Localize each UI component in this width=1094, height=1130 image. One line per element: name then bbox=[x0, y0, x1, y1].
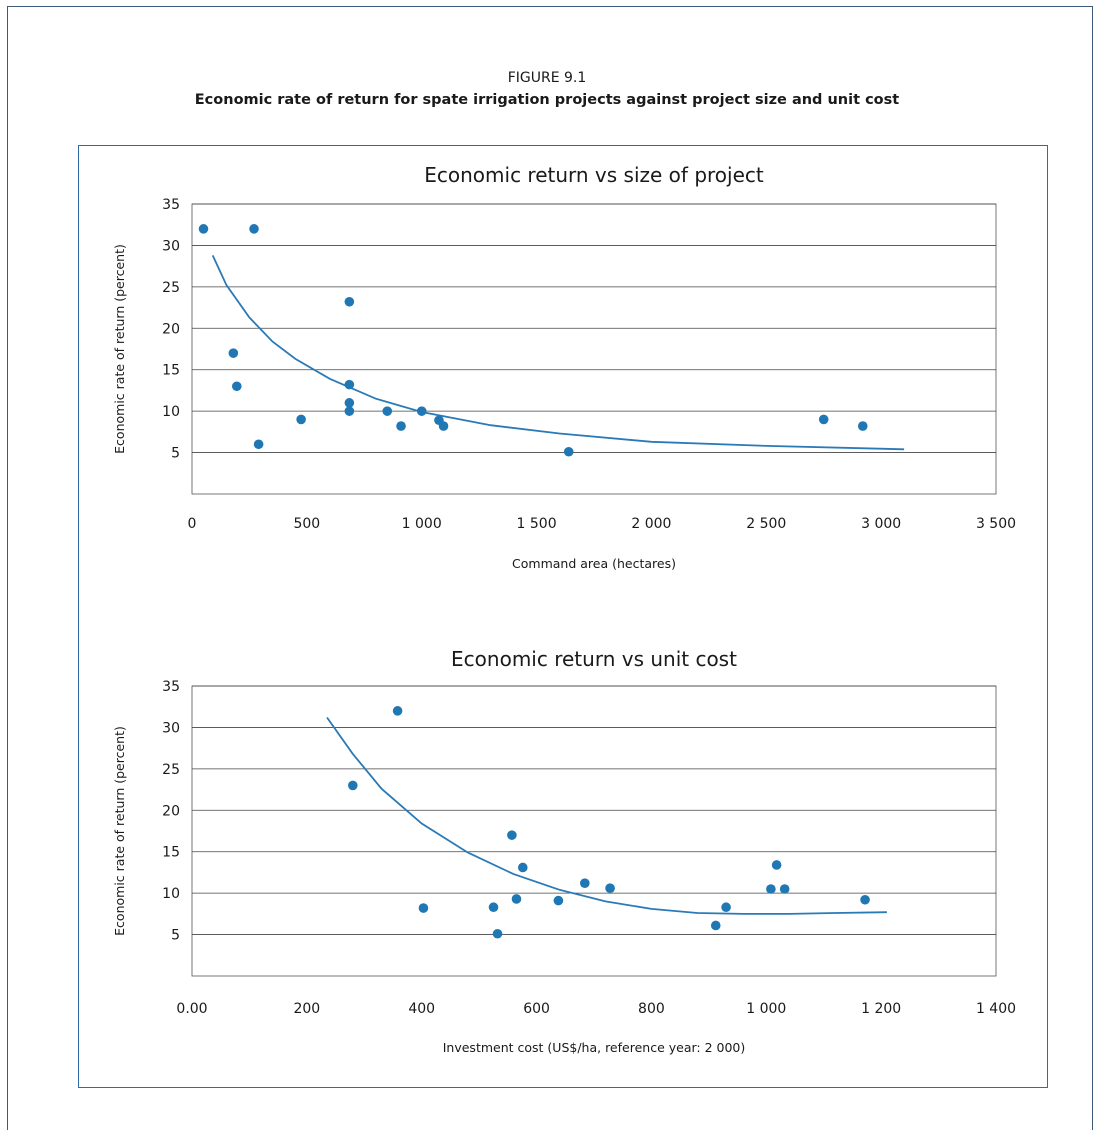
data-point bbox=[344, 406, 355, 416]
x-tick-label: 400 bbox=[408, 1001, 435, 1017]
trend-line bbox=[326, 716, 887, 915]
y-tick-label: 25 bbox=[162, 762, 180, 778]
chart-title: Economic return vs size of project bbox=[424, 163, 764, 187]
data-point bbox=[392, 706, 403, 716]
data-point bbox=[249, 224, 259, 234]
data-point bbox=[198, 224, 209, 234]
y-tick-label: 35 bbox=[162, 197, 180, 213]
x-axis-label: Command area (hectares) bbox=[512, 556, 676, 571]
chart-box: Economic return vs size of project 5 10 15 2… bbox=[78, 145, 1048, 1088]
data-point bbox=[438, 421, 449, 431]
outer-frame bbox=[7, 6, 1093, 1130]
data-point bbox=[766, 884, 776, 894]
data-point bbox=[511, 894, 522, 904]
data-point bbox=[418, 903, 429, 913]
data-point bbox=[818, 414, 829, 425]
data-point bbox=[857, 421, 868, 431]
y-tick-label: 25 bbox=[162, 280, 180, 296]
data-point bbox=[517, 862, 528, 873]
data-point bbox=[771, 860, 782, 870]
y-tick-label: 15 bbox=[162, 363, 180, 379]
x-tick-label: 3 500 bbox=[976, 516, 1016, 532]
plot-area-frame bbox=[191, 685, 997, 977]
data-point bbox=[382, 406, 393, 416]
data-point bbox=[488, 902, 499, 913]
data-point bbox=[416, 406, 427, 416]
data-point bbox=[721, 902, 731, 913]
data-point bbox=[344, 296, 355, 307]
plot-area-frame bbox=[191, 203, 997, 495]
figure-label: FIGURE 9.1 bbox=[507, 70, 587, 86]
trend-line bbox=[211, 255, 905, 451]
y-tick-label: 30 bbox=[162, 720, 180, 736]
x-tick-label: 600 bbox=[523, 1001, 550, 1017]
data-point bbox=[507, 830, 517, 840]
x-tick-label: 0.00 bbox=[176, 1001, 207, 1017]
y-axis-label: Economic rate of return (percent) bbox=[112, 726, 127, 936]
data-point bbox=[253, 439, 264, 450]
chart-title: Economic return vs unit cost bbox=[451, 647, 737, 671]
y-tick-label: 10 bbox=[162, 886, 180, 902]
data-point bbox=[348, 780, 358, 791]
data-point bbox=[296, 414, 306, 425]
data-point bbox=[492, 928, 503, 939]
x-tick-label: 1 400 bbox=[976, 1001, 1016, 1017]
x-tick-label: 3 000 bbox=[861, 516, 901, 532]
y-tick-label: 10 bbox=[162, 404, 180, 420]
data-point bbox=[779, 884, 790, 894]
data-point bbox=[580, 878, 590, 888]
x-tick-label: 1 000 bbox=[746, 1001, 786, 1017]
x-tick-label: 2 500 bbox=[746, 516, 786, 532]
x-tick-label: 500 bbox=[293, 516, 320, 532]
x-tick-label: 800 bbox=[638, 1001, 665, 1017]
y-tick-label: 30 bbox=[162, 238, 180, 254]
x-tick-label: 0 bbox=[188, 516, 197, 532]
data-point bbox=[396, 421, 406, 431]
x-axis-label: Investment cost (US$/ha, reference year:… bbox=[443, 1040, 746, 1055]
x-tick-label: 1 000 bbox=[402, 516, 442, 532]
data-point bbox=[228, 348, 239, 358]
data-point bbox=[605, 883, 615, 893]
data-point bbox=[710, 920, 721, 931]
x-tick-label: 1 200 bbox=[861, 1001, 901, 1017]
x-tick-label: 1 500 bbox=[517, 516, 557, 532]
y-axis-label: Economic rate of return (percent) bbox=[112, 244, 127, 454]
data-point bbox=[344, 379, 355, 390]
data-point bbox=[344, 398, 355, 408]
y-tick-label: 20 bbox=[162, 803, 180, 819]
y-tick-label: 5 bbox=[171, 928, 180, 944]
y-tick-label: 35 bbox=[162, 679, 180, 695]
x-tick-label: 2 000 bbox=[631, 516, 671, 532]
data-point bbox=[860, 894, 870, 905]
charts-svg: Economic return vs size of project 5 10 15 2… bbox=[112, 163, 1016, 1055]
data-point bbox=[231, 381, 242, 392]
figure-title: Economic rate of return for spate irriga… bbox=[194, 92, 900, 108]
data-point bbox=[553, 895, 564, 906]
y-tick-label: 20 bbox=[162, 321, 180, 337]
y-tick-label: 15 bbox=[162, 845, 180, 861]
data-point bbox=[563, 446, 574, 457]
x-tick-label: 200 bbox=[293, 1001, 320, 1017]
y-tick-label: 5 bbox=[171, 446, 180, 462]
